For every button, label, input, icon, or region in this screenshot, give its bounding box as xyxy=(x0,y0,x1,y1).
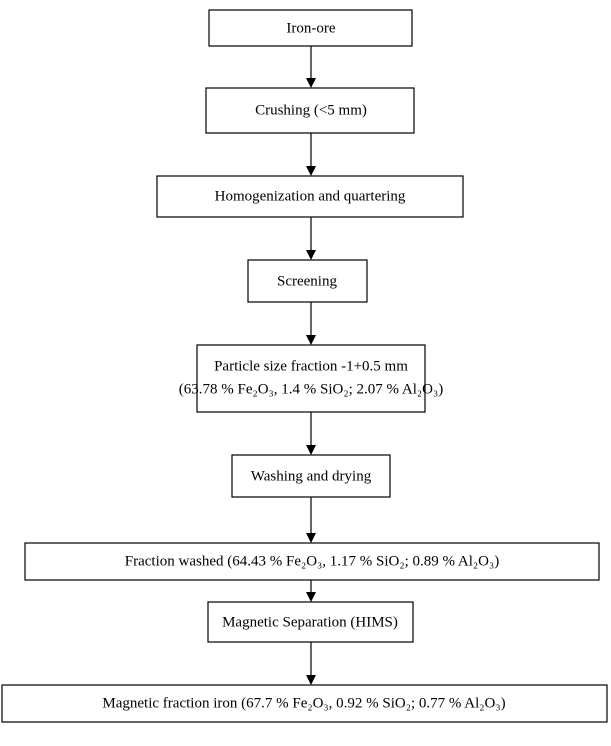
node-box xyxy=(208,9,413,47)
node-box xyxy=(1,684,608,723)
node-box xyxy=(24,542,600,581)
node-box xyxy=(205,87,415,134)
node-label: Homogenization and quartering xyxy=(215,188,406,204)
node-label: Screening xyxy=(277,273,337,289)
arrow-head xyxy=(306,335,316,345)
node-box xyxy=(247,259,368,303)
arrow-head xyxy=(306,445,316,455)
node-label: Washing and drying xyxy=(251,468,372,484)
arrow-head xyxy=(306,78,316,88)
node-label: Particle size fraction -1+0.5 mm xyxy=(214,358,408,374)
node-label: Crushing (<5 mm) xyxy=(255,102,367,118)
node-label: (63.78 % Fe₂O₃, 1.4 % SiO₂; 2.07 % Al₂O₃… xyxy=(179,381,443,397)
node-box xyxy=(156,175,464,218)
arrow-head xyxy=(306,250,316,260)
node-label: Fraction washed (64.43 % Fe₂O₃, 1.17 % S… xyxy=(125,553,499,569)
node-box xyxy=(231,454,391,498)
arrow-head xyxy=(306,166,316,176)
arrow-head xyxy=(306,592,316,602)
arrow-head xyxy=(306,533,316,543)
arrows xyxy=(306,46,316,685)
node-box xyxy=(207,601,414,643)
arrow-head xyxy=(306,675,316,685)
node-label: Iron-ore xyxy=(286,20,335,36)
node-box xyxy=(196,344,426,413)
node-label: Magnetic Separation (HIMS) xyxy=(222,614,398,630)
node-label: Magnetic fraction iron (67.7 % Fe₂O₃, 0.… xyxy=(102,695,505,711)
